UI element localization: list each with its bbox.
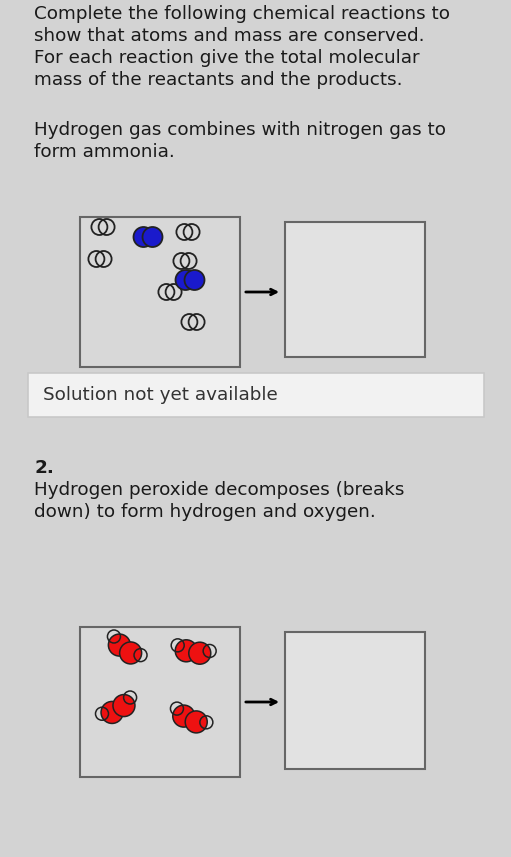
Text: Solution not yet available: Solution not yet available (43, 386, 278, 404)
Circle shape (175, 640, 197, 662)
Text: form ammonia.: form ammonia. (34, 143, 175, 161)
Text: For each reaction give the total molecular: For each reaction give the total molecul… (34, 49, 420, 67)
Circle shape (133, 227, 153, 247)
Circle shape (173, 705, 195, 727)
Text: Complete the following chemical reactions to: Complete the following chemical reaction… (34, 5, 450, 23)
Bar (28, 373, 484, 417)
Circle shape (120, 642, 142, 664)
Text: show that atoms and mass are conserved.: show that atoms and mass are conserved. (34, 27, 425, 45)
Circle shape (101, 701, 123, 723)
Bar (80, 217, 240, 367)
Circle shape (108, 634, 130, 656)
Bar (80, 627, 240, 777)
Circle shape (113, 694, 135, 716)
Text: Hydrogen peroxide decomposes (breaks: Hydrogen peroxide decomposes (breaks (34, 481, 404, 499)
Circle shape (143, 227, 162, 247)
Circle shape (185, 711, 207, 733)
Circle shape (189, 642, 211, 664)
Text: Hydrogen gas combines with nitrogen gas to: Hydrogen gas combines with nitrogen gas … (34, 121, 446, 139)
Circle shape (175, 270, 196, 290)
Text: mass of the reactants and the products.: mass of the reactants and the products. (34, 71, 403, 89)
Bar (285, 632, 425, 769)
Circle shape (184, 270, 204, 290)
Bar (285, 222, 425, 357)
Text: 2.: 2. (34, 459, 54, 477)
Text: down) to form hydrogen and oxygen.: down) to form hydrogen and oxygen. (34, 503, 376, 521)
